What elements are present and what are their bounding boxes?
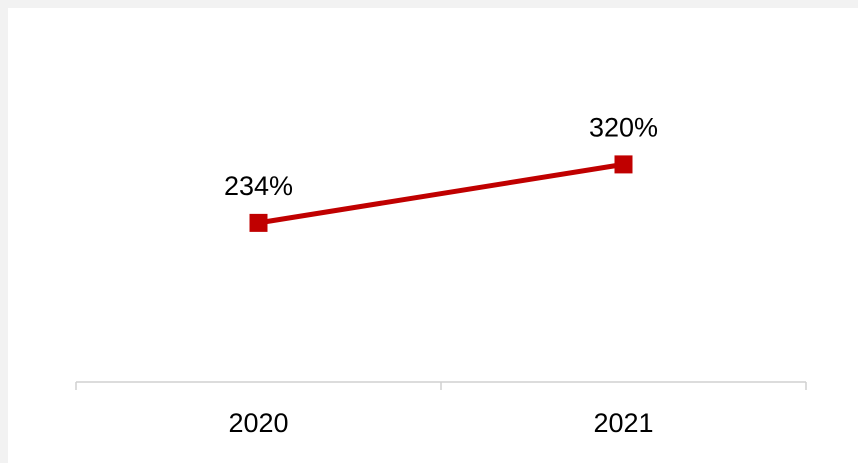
x-tick-label: 2020 <box>228 408 288 438</box>
line-chart: 2020 2021 234% 320% <box>75 112 807 438</box>
data-point-marker <box>249 213 268 232</box>
data-point-marker <box>614 155 633 174</box>
x-axis: 2020 2021 <box>75 381 807 438</box>
series-layer <box>249 155 633 232</box>
x-tick-label: 2021 <box>593 408 653 438</box>
series-line <box>258 161 624 226</box>
data-labels: 234% 320% <box>224 112 658 200</box>
chart-area: 2020 2021 234% 320% <box>8 8 858 463</box>
data-label: 234% <box>224 171 293 201</box>
data-label: 320% <box>589 112 658 142</box>
